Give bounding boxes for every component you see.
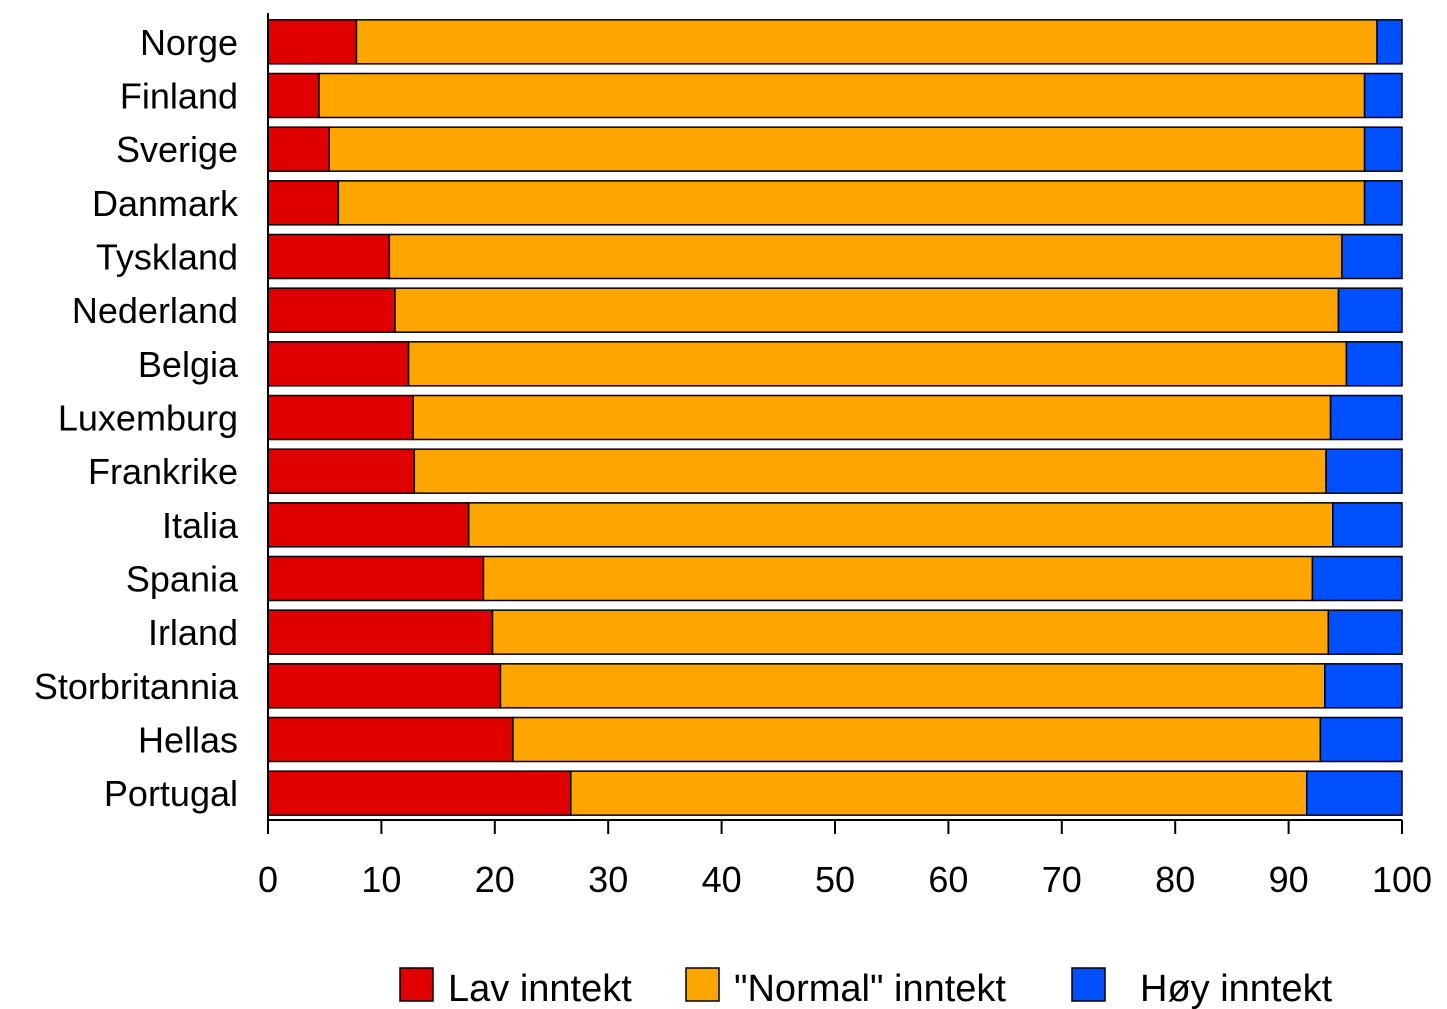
bar-sverige-series-2 bbox=[1363, 126, 1403, 172]
category-label: Luxemburg bbox=[58, 398, 238, 439]
bar-tyskland-series-1 bbox=[388, 233, 1343, 280]
x-tick-label: 60 bbox=[928, 859, 968, 900]
bar-belgia-series-2 bbox=[1345, 341, 1403, 387]
category-label: Portugal bbox=[104, 773, 238, 814]
x-tick-label: 30 bbox=[588, 859, 628, 900]
legend-label: Lav inntekt bbox=[448, 968, 632, 1009]
bars-group bbox=[267, 19, 1403, 816]
x-tick-label: 100 bbox=[1372, 859, 1432, 900]
legend: Lav inntekt "Normal" inntekt Høy inntekt bbox=[399, 967, 1333, 1009]
bar-sverige-series-1 bbox=[328, 126, 1366, 172]
category-label: Italia bbox=[162, 505, 239, 546]
category-label: Spania bbox=[126, 559, 239, 600]
bar-portugal-series-1 bbox=[570, 770, 1308, 816]
category-label: Finland bbox=[120, 76, 238, 117]
bar-irland-series-2 bbox=[1327, 609, 1403, 655]
bar-italia-series-2 bbox=[1332, 502, 1403, 548]
bar-nederland-series-0 bbox=[267, 287, 396, 333]
x-tick-label: 10 bbox=[361, 859, 401, 900]
x-tick-label: 70 bbox=[1042, 859, 1082, 900]
bar-spania-series-0 bbox=[267, 555, 485, 602]
legend-label: "Normal" inntekt bbox=[734, 968, 1006, 1009]
category-label: Tyskland bbox=[96, 237, 238, 278]
bar-hellas-series-2 bbox=[1319, 716, 1403, 763]
bar-italia-series-0 bbox=[267, 502, 470, 548]
bar-spania-series-1 bbox=[482, 555, 1314, 602]
bar-tyskland-series-2 bbox=[1341, 233, 1403, 280]
bar-norge-series-1 bbox=[355, 19, 1378, 65]
bar-luxemburg-series-2 bbox=[1329, 394, 1403, 441]
legend-swatch bbox=[685, 967, 720, 1002]
bar-tyskland-series-0 bbox=[267, 233, 391, 280]
bar-luxemburg-series-1 bbox=[412, 394, 1332, 441]
bar-spania-series-2 bbox=[1311, 555, 1403, 602]
x-tick-label: 80 bbox=[1155, 859, 1195, 900]
category-label: Hellas bbox=[138, 720, 238, 761]
bar-finland-series-0 bbox=[267, 72, 320, 119]
category-label: Sverige bbox=[116, 129, 238, 170]
legend-swatch bbox=[1071, 967, 1106, 1002]
bar-danmark-series-0 bbox=[267, 180, 340, 226]
bar-norge-series-0 bbox=[267, 19, 358, 65]
x-tick-label: 20 bbox=[475, 859, 515, 900]
bar-belgia-series-0 bbox=[267, 341, 410, 387]
x-tick-label: 50 bbox=[815, 859, 855, 900]
bar-storbritannia-series-2 bbox=[1324, 663, 1403, 709]
bar-portugal-series-0 bbox=[267, 770, 572, 816]
bar-nederland-series-2 bbox=[1337, 287, 1403, 333]
category-label: Danmark bbox=[92, 183, 239, 224]
x-tick-label: 90 bbox=[1269, 859, 1309, 900]
bar-frankrike-series-2 bbox=[1325, 448, 1403, 494]
bar-finland-series-1 bbox=[318, 72, 1366, 119]
category-label: Frankrike bbox=[88, 451, 238, 492]
bar-frankrike-series-1 bbox=[413, 448, 1327, 494]
axes-group: 0 10 20 30 40 50 60 70 80 90 100 bbox=[258, 13, 1432, 900]
bar-storbritannia-series-1 bbox=[499, 663, 1326, 709]
bar-hellas-series-0 bbox=[267, 716, 514, 763]
x-tick-label: 0 bbox=[258, 859, 278, 900]
x-tick-label: 40 bbox=[702, 859, 742, 900]
bar-hellas-series-1 bbox=[512, 716, 1322, 763]
bar-irland-series-1 bbox=[491, 609, 1330, 655]
category-label: Norge bbox=[140, 22, 238, 63]
category-label: Belgia bbox=[138, 344, 239, 385]
bar-danmark-series-2 bbox=[1363, 180, 1403, 226]
bar-storbritannia-series-0 bbox=[267, 663, 502, 709]
legend-label: Høy inntekt bbox=[1140, 968, 1333, 1009]
bar-norge-series-2 bbox=[1376, 19, 1403, 65]
bar-finland-series-2 bbox=[1363, 72, 1403, 119]
bar-portugal-series-2 bbox=[1305, 770, 1403, 816]
bar-luxemburg-series-0 bbox=[267, 394, 414, 441]
bar-frankrike-series-0 bbox=[267, 448, 416, 494]
bar-danmark-series-1 bbox=[337, 180, 1366, 226]
category-labels: Norge Finland Sverige Danmark Tyskland Nederl… bbox=[34, 22, 239, 814]
bar-irland-series-0 bbox=[267, 609, 494, 655]
bar-belgia-series-1 bbox=[407, 341, 1348, 387]
category-label: Storbritannia bbox=[34, 666, 239, 707]
bar-nederland-series-1 bbox=[394, 287, 1340, 333]
bar-italia-series-1 bbox=[467, 502, 1334, 548]
legend-swatch bbox=[399, 967, 434, 1002]
category-label: Nederland bbox=[72, 290, 238, 331]
category-label: Irland bbox=[148, 612, 238, 653]
bar-sverige-series-0 bbox=[267, 126, 330, 172]
